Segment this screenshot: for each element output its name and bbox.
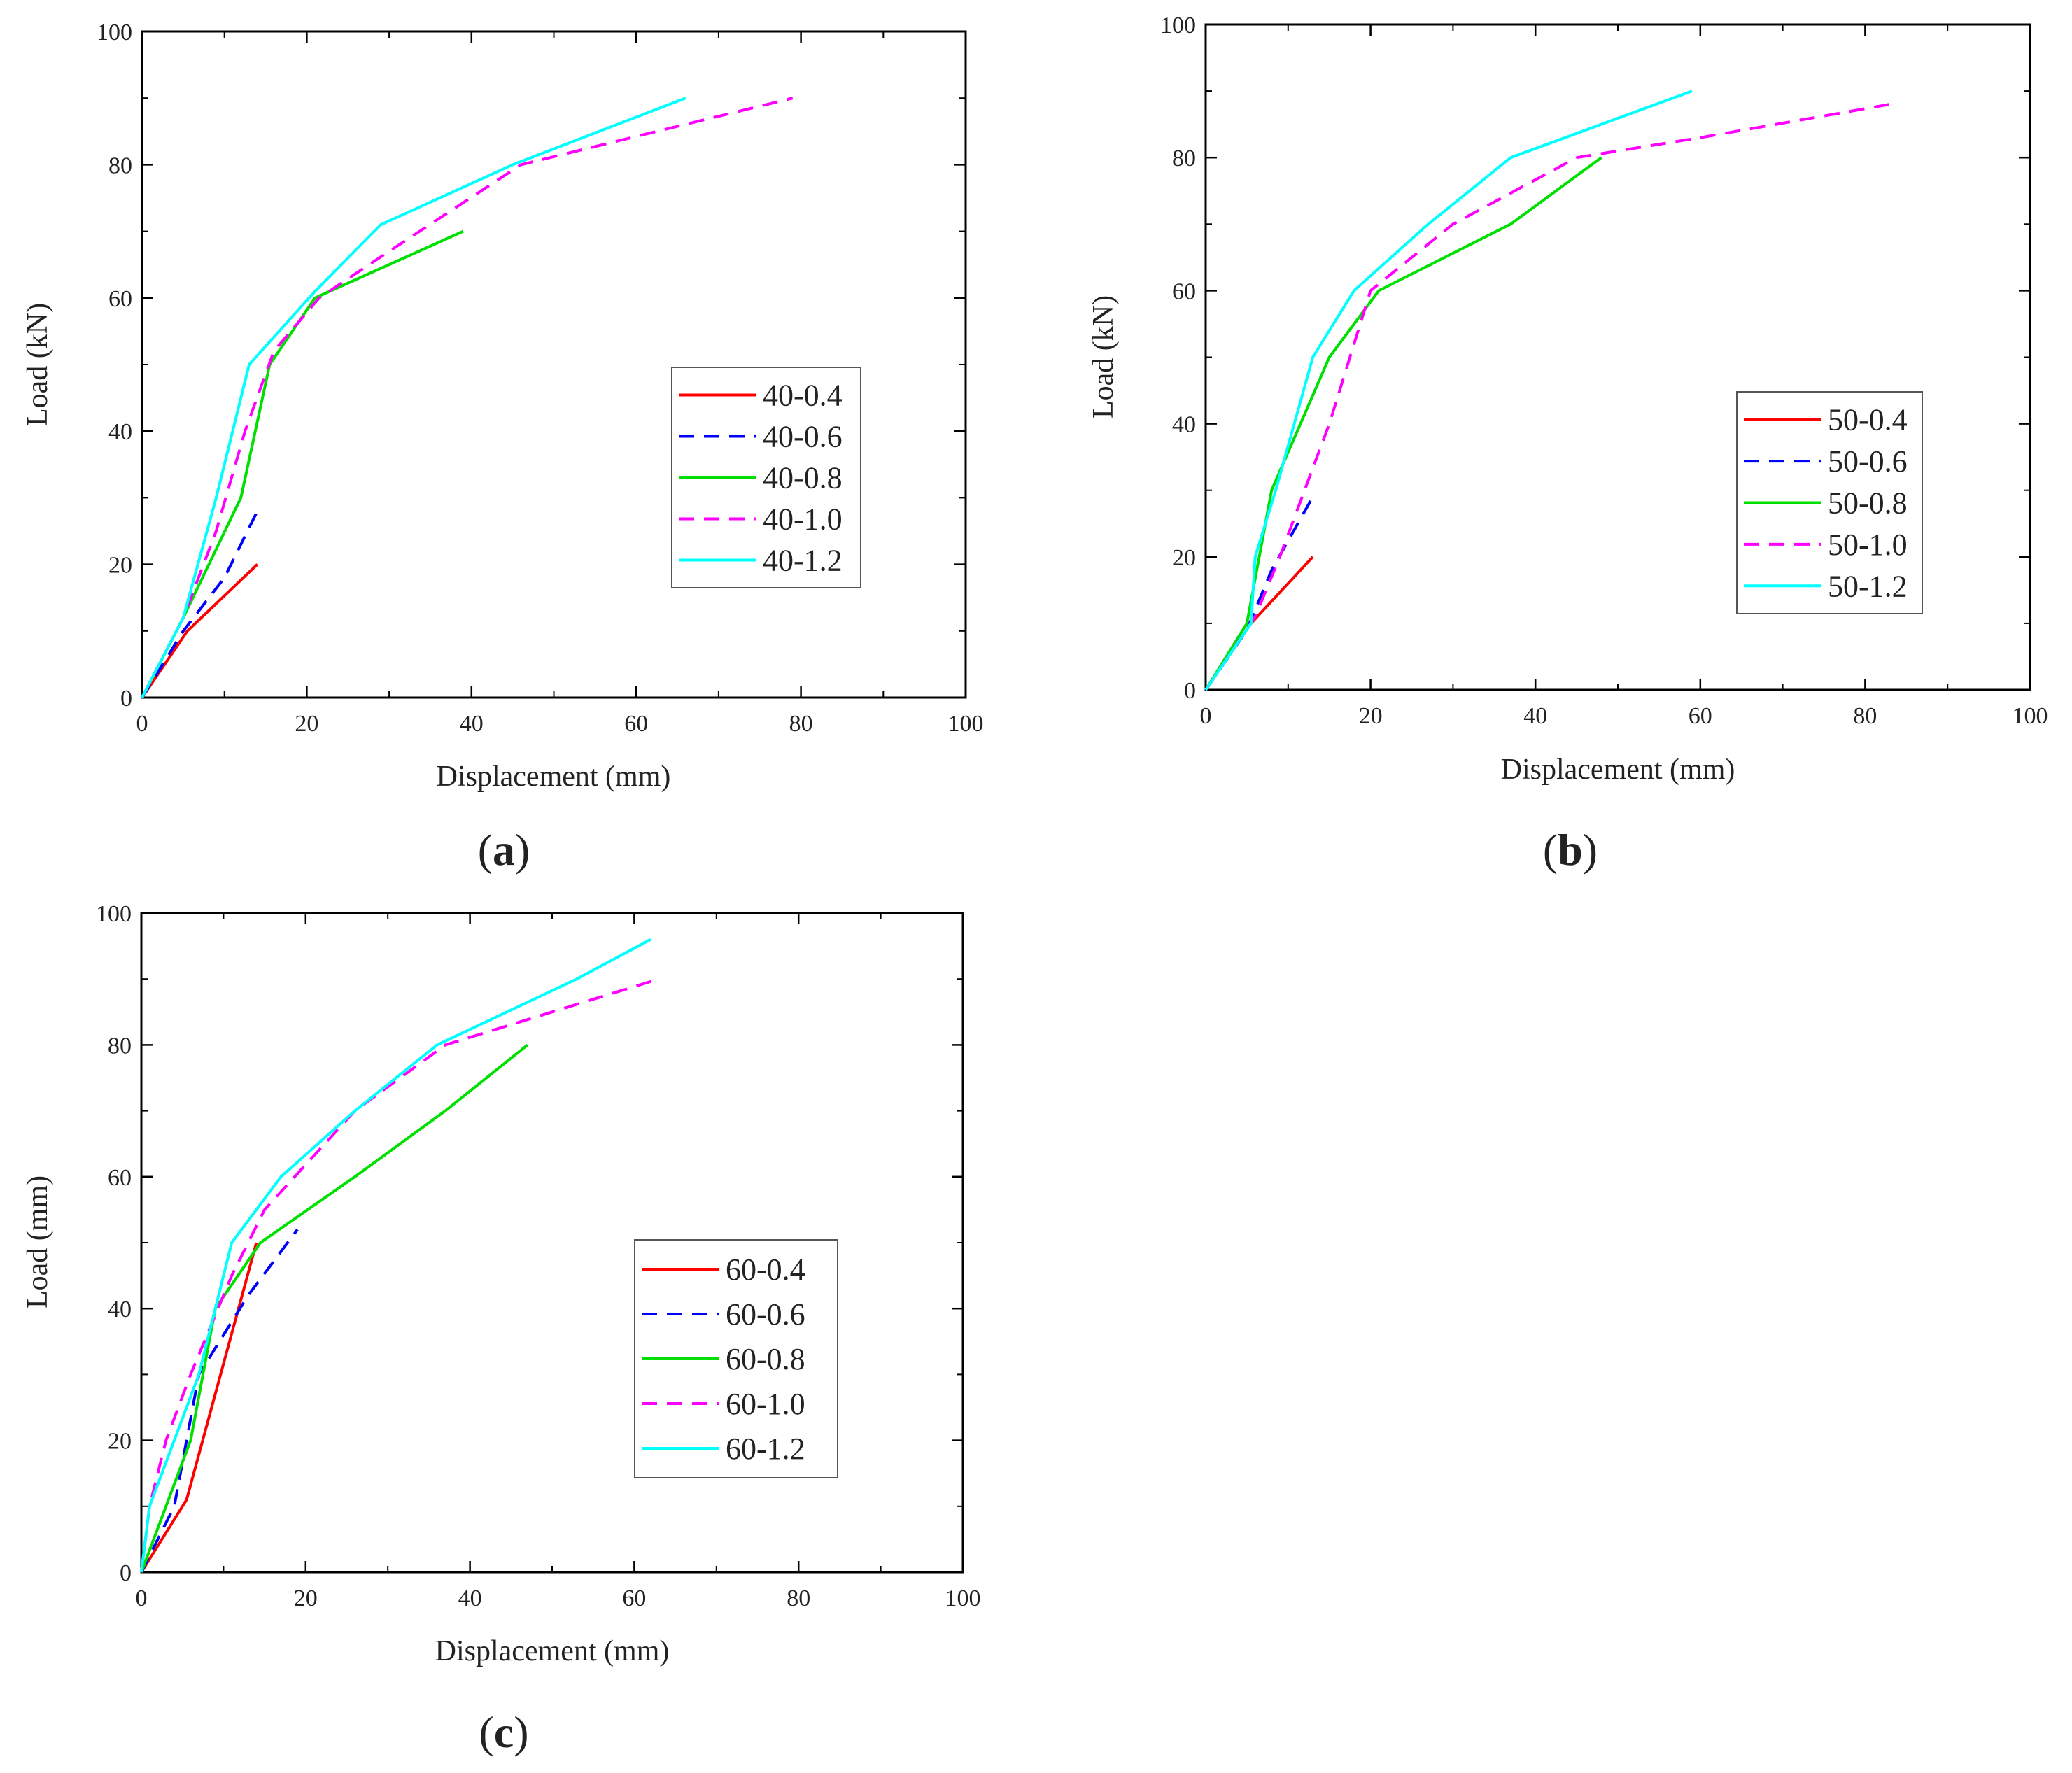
y-tick-label: 0 <box>1184 678 1196 704</box>
series-line-60-0.4 <box>140 1242 258 1574</box>
legend-label: 40-0.6 <box>763 420 843 454</box>
legend-label: 60-1.2 <box>726 1432 805 1466</box>
x-tick-label: 100 <box>948 711 984 737</box>
series-line-40-1.2 <box>141 97 686 698</box>
y-axis-label: Load (kN) <box>22 303 54 426</box>
legend: 50-0.4 50-0.6 50-0.8 50-1.0 50-1.2 <box>1736 391 1923 614</box>
series-line-60-0.6 <box>140 1229 299 1573</box>
x-tick-label: 80 <box>789 711 813 737</box>
panel-label: (b) <box>1543 825 1598 875</box>
series-line-40-0.6 <box>141 510 259 699</box>
x-tick-label: 100 <box>2013 703 2048 729</box>
axis-ticks <box>141 30 967 699</box>
x-tick-label: 20 <box>295 711 318 737</box>
y-tick-label: 40 <box>108 419 132 445</box>
legend-label: 60-0.4 <box>726 1252 805 1287</box>
x-tick-label: 40 <box>1523 703 1547 729</box>
tick-labels: 0 20 40 60 80 100 0 20 40 60 80 100 <box>1160 13 2048 729</box>
x-tick-label: 80 <box>1853 703 1877 729</box>
chart-panel-a: 0 20 40 60 80 100 0 20 40 60 80 100 Displacement (m… <box>22 20 984 875</box>
axis-ticks <box>1204 23 2031 691</box>
series-line-60-1.0 <box>140 977 660 1573</box>
tick-labels: 0 20 40 60 80 100 0 20 40 60 80 100 <box>97 20 984 737</box>
legend-label: 50-0.8 <box>1828 486 1908 521</box>
series-line-60-0.8 <box>140 1043 529 1573</box>
y-tick-label: 20 <box>108 1429 132 1455</box>
legend-label: 50-0.6 <box>1828 444 1908 479</box>
x-tick-label: 80 <box>787 1585 810 1611</box>
y-tick-label: 0 <box>120 686 132 712</box>
legend: 40-0.4 40-0.6 40-0.8 40-1.0 40-1.2 <box>671 367 861 588</box>
y-tick-label: 40 <box>108 1297 132 1322</box>
legend-label: 40-1.2 <box>763 544 843 578</box>
legend-label: 50-0.4 <box>1828 403 1908 437</box>
legend-label: 40-0.4 <box>763 379 843 413</box>
x-tick-label: 20 <box>294 1585 318 1611</box>
y-tick-label: 80 <box>108 1033 132 1059</box>
x-tick-label: 0 <box>1200 703 1212 729</box>
y-tick-label: 40 <box>1172 412 1196 438</box>
x-tick-label: 40 <box>460 711 484 737</box>
series-line-50-1.0 <box>1204 103 1891 691</box>
legend-label: 50-1.0 <box>1828 528 1908 562</box>
series-line-40-1.0 <box>141 97 794 698</box>
x-tick-label: 60 <box>624 711 648 737</box>
data-lines <box>140 938 660 1574</box>
y-tick-label: 60 <box>108 1165 132 1191</box>
y-tick-label: 0 <box>120 1560 132 1586</box>
legend-label: 50-1.2 <box>1828 569 1908 603</box>
legend-label: 40-1.0 <box>763 502 843 537</box>
legend: 60-0.4 60-0.6 60-0.8 60-1.0 60-1.2 <box>634 1239 838 1478</box>
y-tick-label: 100 <box>97 20 132 45</box>
axis-ticks <box>140 912 964 1574</box>
y-tick-label: 20 <box>108 553 132 579</box>
x-tick-label: 60 <box>622 1585 646 1611</box>
y-tick-label: 60 <box>1172 278 1196 304</box>
x-tick-label: 0 <box>136 1585 148 1611</box>
plot-frame <box>141 30 967 699</box>
panel-label: (a) <box>478 825 530 875</box>
panel-label: (c) <box>479 1707 528 1757</box>
x-axis-label: Displacement (mm) <box>437 761 671 793</box>
x-axis-label: Displacement (mm) <box>435 1635 670 1667</box>
series-line-50-0.8 <box>1204 156 1602 691</box>
x-tick-label: 40 <box>458 1585 482 1611</box>
series-line-50-0.6 <box>1204 496 1314 691</box>
x-tick-label: 20 <box>1359 703 1383 729</box>
y-tick-label: 60 <box>108 286 132 312</box>
chart-panel-c: 0 20 40 60 80 100 0 20 40 60 80 100 Displacement (m… <box>22 901 981 1757</box>
series-line-60-1.2 <box>140 938 651 1573</box>
tick-labels: 0 20 40 60 80 100 0 20 40 60 80 100 <box>96 901 981 1611</box>
y-tick-label: 100 <box>96 901 132 927</box>
legend-label: 40-0.8 <box>763 461 843 495</box>
y-tick-label: 80 <box>108 153 132 178</box>
y-axis-label: Load (mm) <box>22 1175 54 1308</box>
y-tick-label: 20 <box>1172 545 1196 571</box>
y-axis-label: Load (kN) <box>1087 295 1120 418</box>
data-lines <box>1204 90 1891 691</box>
data-lines <box>141 97 794 699</box>
legend-label: 60-1.0 <box>726 1387 805 1421</box>
y-tick-label: 80 <box>1172 146 1196 171</box>
series-line-50-0.4 <box>1204 556 1314 691</box>
x-axis-label: Displacement (mm) <box>1501 754 1735 786</box>
legend-label: 60-0.6 <box>726 1297 805 1331</box>
x-tick-label: 0 <box>136 711 148 737</box>
chart-panel-b: 0 20 40 60 80 100 0 20 40 60 80 100 Displacement (m… <box>1087 13 2048 875</box>
legend-label: 60-0.8 <box>726 1342 805 1376</box>
y-tick-label: 100 <box>1160 13 1196 38</box>
x-tick-label: 100 <box>945 1585 981 1611</box>
x-tick-label: 60 <box>1689 703 1712 729</box>
series-line-50-1.2 <box>1204 90 1693 691</box>
